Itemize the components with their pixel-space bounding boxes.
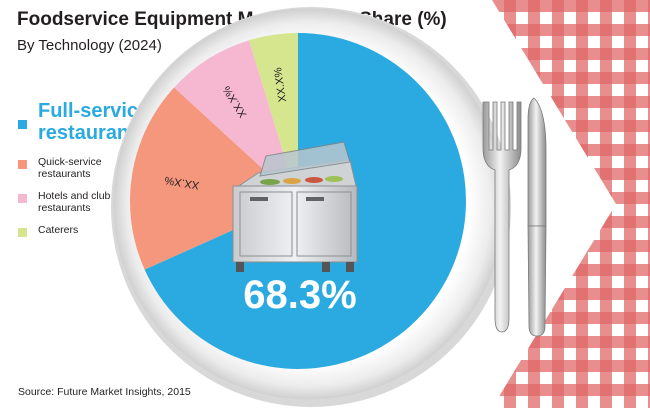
tablecloth xyxy=(492,0,650,408)
slice-label-quick-service-restaurants: XX.X% xyxy=(164,174,201,191)
refrigerator-illustration xyxy=(232,141,358,272)
legend-swatch-caterers xyxy=(18,228,27,237)
legend-label-hotels: Hotels and club restaurants xyxy=(38,190,111,214)
knife-icon xyxy=(527,97,547,337)
legend-swatch-hotels xyxy=(18,194,27,203)
legend-label-full-service: Full-service restaurants xyxy=(38,100,150,144)
legend-item-caterers: Caterers xyxy=(18,224,168,254)
legend-item-quick-service: Quick-service restaurants xyxy=(18,156,168,186)
legend-item-full-service: Full-service restaurants xyxy=(18,100,168,152)
legend: Full-service restaurants Quick-service r… xyxy=(18,100,168,254)
legend-item-hotels: Hotels and club restaurants xyxy=(18,190,168,220)
chart-subtitle: By Technology (2024) xyxy=(17,37,162,54)
fork-icon xyxy=(482,101,522,333)
legend-label-quick-service: Quick-service restaurants xyxy=(38,156,102,180)
slice-label-caterers: XX.X% xyxy=(272,66,289,102)
legend-swatch-full-service xyxy=(18,120,27,129)
pie-slice-quick-service-restaurants xyxy=(130,87,298,270)
source-note: Source: Future Market Insights, 2015 xyxy=(18,386,191,398)
legend-label-caterers: Caterers xyxy=(38,224,79,236)
legend-swatch-quick-service xyxy=(18,160,27,169)
main-slice-label: 68.3% xyxy=(243,273,356,317)
